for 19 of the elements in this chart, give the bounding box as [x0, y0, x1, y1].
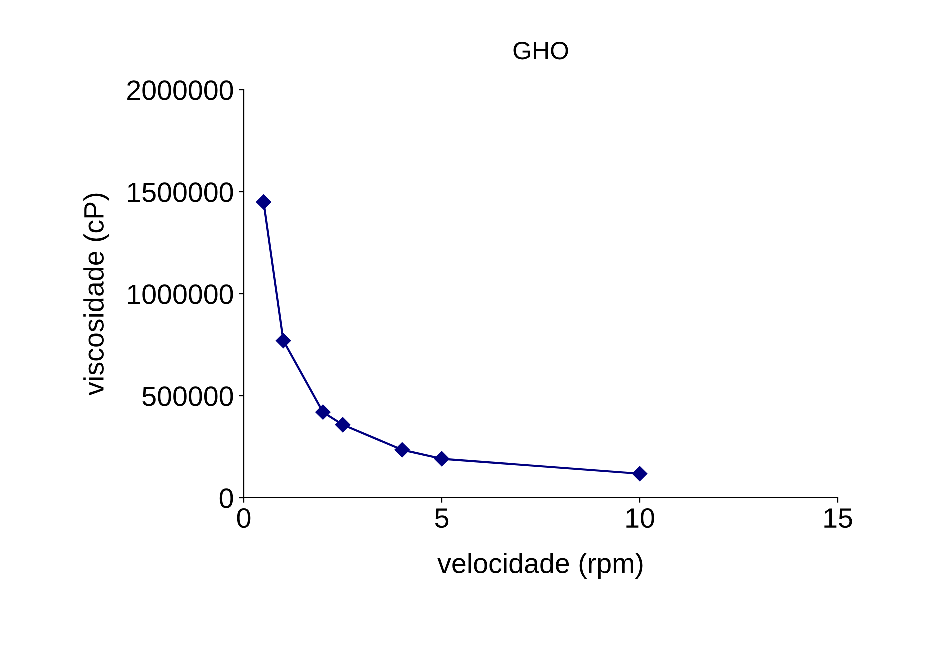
x-tick-label: 5	[435, 508, 449, 528]
point	[632, 466, 648, 482]
y-tick-label: 1000000	[128, 284, 234, 304]
x-axis-title: velocidade (rpm)	[438, 553, 643, 579]
x-tick-label: 10	[626, 508, 654, 528]
y-tick-label: 0	[220, 488, 234, 508]
y-axis-title: viscosidade (cP)	[84, 194, 110, 396]
y-tick-label: 2000000	[128, 80, 234, 100]
chart-title: GHO	[514, 42, 568, 60]
point	[276, 333, 292, 348]
point	[316, 404, 331, 420]
point	[434, 451, 450, 467]
y-tick-label: 500000	[142, 386, 234, 406]
point	[335, 417, 351, 433]
point	[394, 442, 410, 458]
x-tick-label: 0	[237, 508, 251, 528]
y-tick-label: 1500000	[128, 182, 234, 202]
x-tick-label: 15	[824, 508, 852, 528]
point	[256, 194, 272, 210]
